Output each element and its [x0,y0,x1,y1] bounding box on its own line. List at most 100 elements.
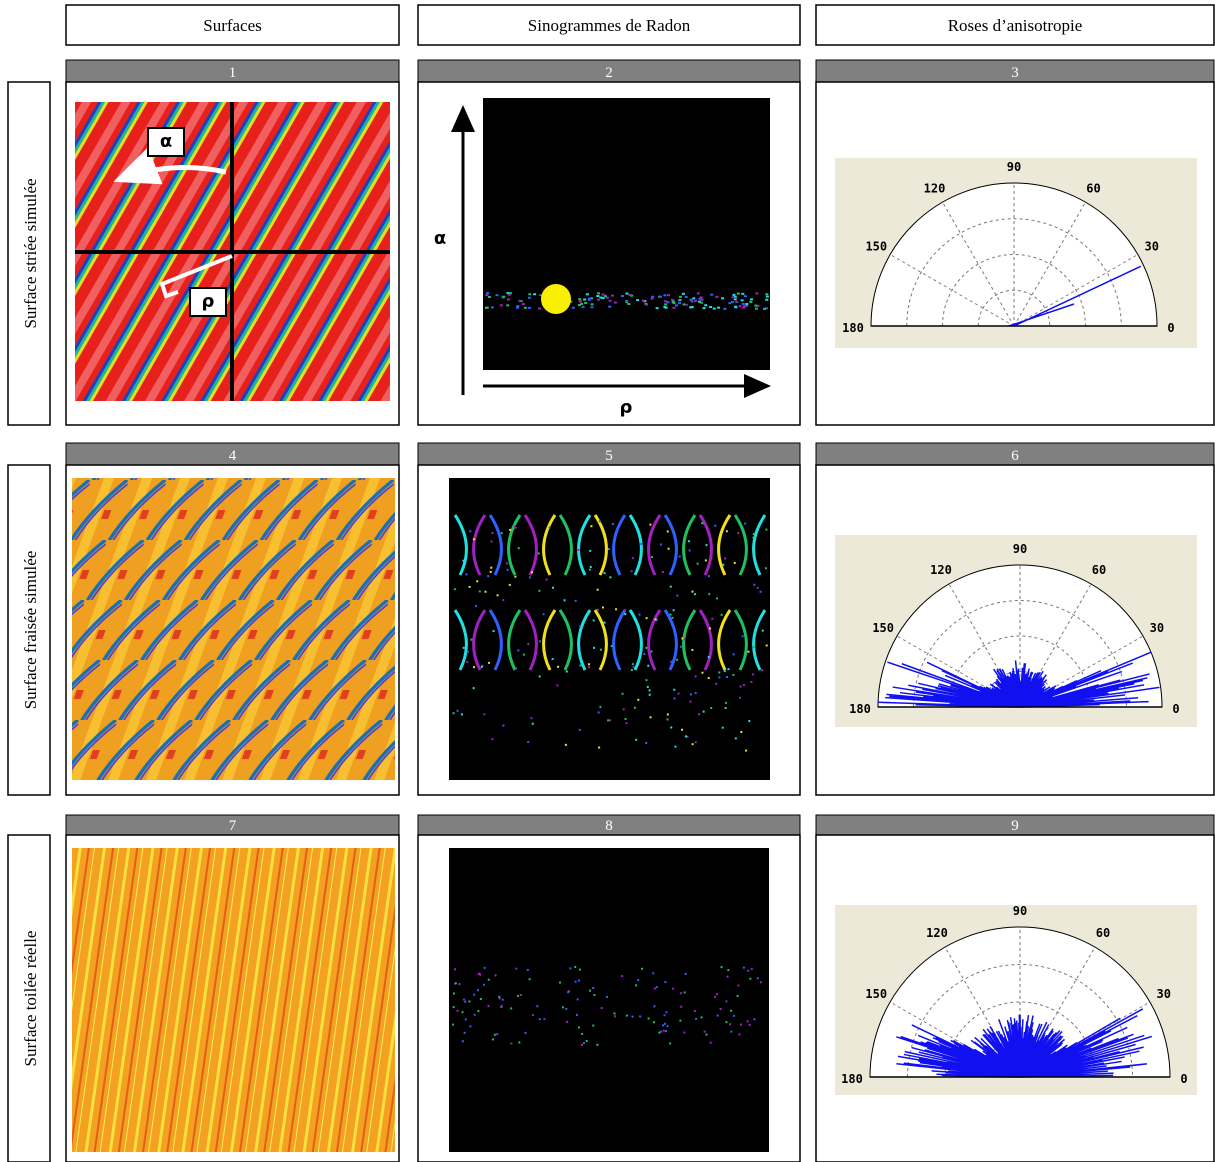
column-title: Surfaces [203,16,262,35]
row-header [7,834,51,1162]
sinogram-dot [466,661,469,664]
sinogram-dot [681,637,684,640]
sinogram-dot [599,648,602,651]
sinogram-dot [653,1005,656,1008]
sinogram-dot [696,292,700,295]
rose-petals [1008,265,1142,327]
sinogram-dot [669,1042,672,1045]
sinogram-dot [518,1041,521,1044]
sinogram-dot [734,305,738,308]
sinogram-dot [683,1031,686,1034]
sinogram-dot [690,300,694,303]
sinogram-dot [640,543,643,546]
sinogram-dot [738,1033,741,1036]
sinogram-curve [682,514,697,576]
sinogram-dot [681,728,684,731]
sinogram-dot [680,1005,683,1008]
sinogram-dot [683,991,686,994]
sinogram-dot [718,671,721,674]
sinogram-dot [538,1018,541,1021]
panel-number: 8 [605,818,613,834]
sinogram-curve [628,609,643,671]
sinogram-dot [557,665,560,668]
alpha-axis: α [434,228,446,249]
sinogram-dot [574,599,577,602]
sinogram-dot [681,292,685,295]
sinogram-dot [664,1030,667,1033]
sinogram-dot [543,1017,546,1020]
sinogram-dot [638,613,641,616]
sinogram-dot [590,303,594,306]
sinogram-dot [680,992,683,995]
sinogram-dot [736,292,740,295]
sinogram-dot [578,968,581,971]
sinogram-dot [506,304,510,307]
sinogram-dot [538,589,541,592]
rose-angle-label: 150 [872,621,894,635]
sinogram-dot [551,658,554,661]
rose-angle-label: 90 [1013,904,1027,918]
sinogram-dot [593,994,596,997]
sinogram-dot [645,303,649,306]
sinogram-dot [517,649,520,652]
sinogram-dot [528,293,532,296]
rose-frame [877,564,1163,708]
sinogram-dot [548,526,551,529]
sinogram-dot [597,711,600,714]
sinogram-dot [625,1014,628,1017]
sinogram-dot [531,571,534,574]
sinogram-dot [651,295,655,298]
sinogram-dot [496,594,499,597]
sinogram-dot [502,724,505,727]
sinogram-dot [490,540,493,543]
sinogram-dot [508,292,512,295]
sinogram-curve [698,514,713,576]
rose-angle-label: 0 [1167,321,1174,335]
sinogram-dot [749,977,752,980]
sinogram-dot [686,735,689,738]
sinogram-dot [508,583,511,586]
sinogram-dot [600,1007,603,1010]
sinogram-dot [609,719,612,722]
sinogram-dot [722,563,725,566]
sinogram-dot [491,738,494,741]
sinogram-dot [491,532,494,535]
rose-angle-label: 90 [1007,160,1021,174]
sinogram-dot [462,646,465,649]
rose-angle-label: 180 [842,321,864,335]
sinogram-dot [754,307,758,310]
sinogram-dot [487,575,490,578]
layout: Surfaces Sinogrammes de Radon Roses d’anis… [7,4,1215,1162]
sinogram-dot [696,562,699,565]
sinogram-dot [633,706,636,709]
rose-angle-label: 150 [865,240,887,254]
sinogram-dot [623,608,626,611]
sinogram-dot [484,590,487,593]
sinogram-dot [704,559,707,562]
sinogram-dot [702,522,705,525]
alpha-box [147,127,185,157]
sinogram-dot [453,588,456,591]
sinogram-curve [472,609,487,671]
sinogram-dot [761,629,764,632]
sinogram-dot [456,709,459,712]
sinogram-dot [582,1042,585,1045]
sinogram-dot [569,967,572,970]
sinogram-dot [479,997,482,1000]
sinogram-dot [739,696,742,699]
sinogram-dot [702,307,706,310]
row-header [7,464,51,796]
sinogram-dot [632,666,635,669]
sinogram-dot [742,306,746,309]
sinogram-dot [652,972,655,975]
sinogram-dot [752,673,755,676]
sinogram-dot [694,741,697,744]
sinogram-dot [596,608,599,611]
sinogram-dot [694,692,697,695]
sinogram-dot [556,684,559,687]
sinogram-dot [664,981,667,984]
sinogram-dot [759,590,762,593]
sinogram-dot [490,306,494,309]
sinogram-dot [692,297,696,300]
sinogram-dot [631,557,634,560]
